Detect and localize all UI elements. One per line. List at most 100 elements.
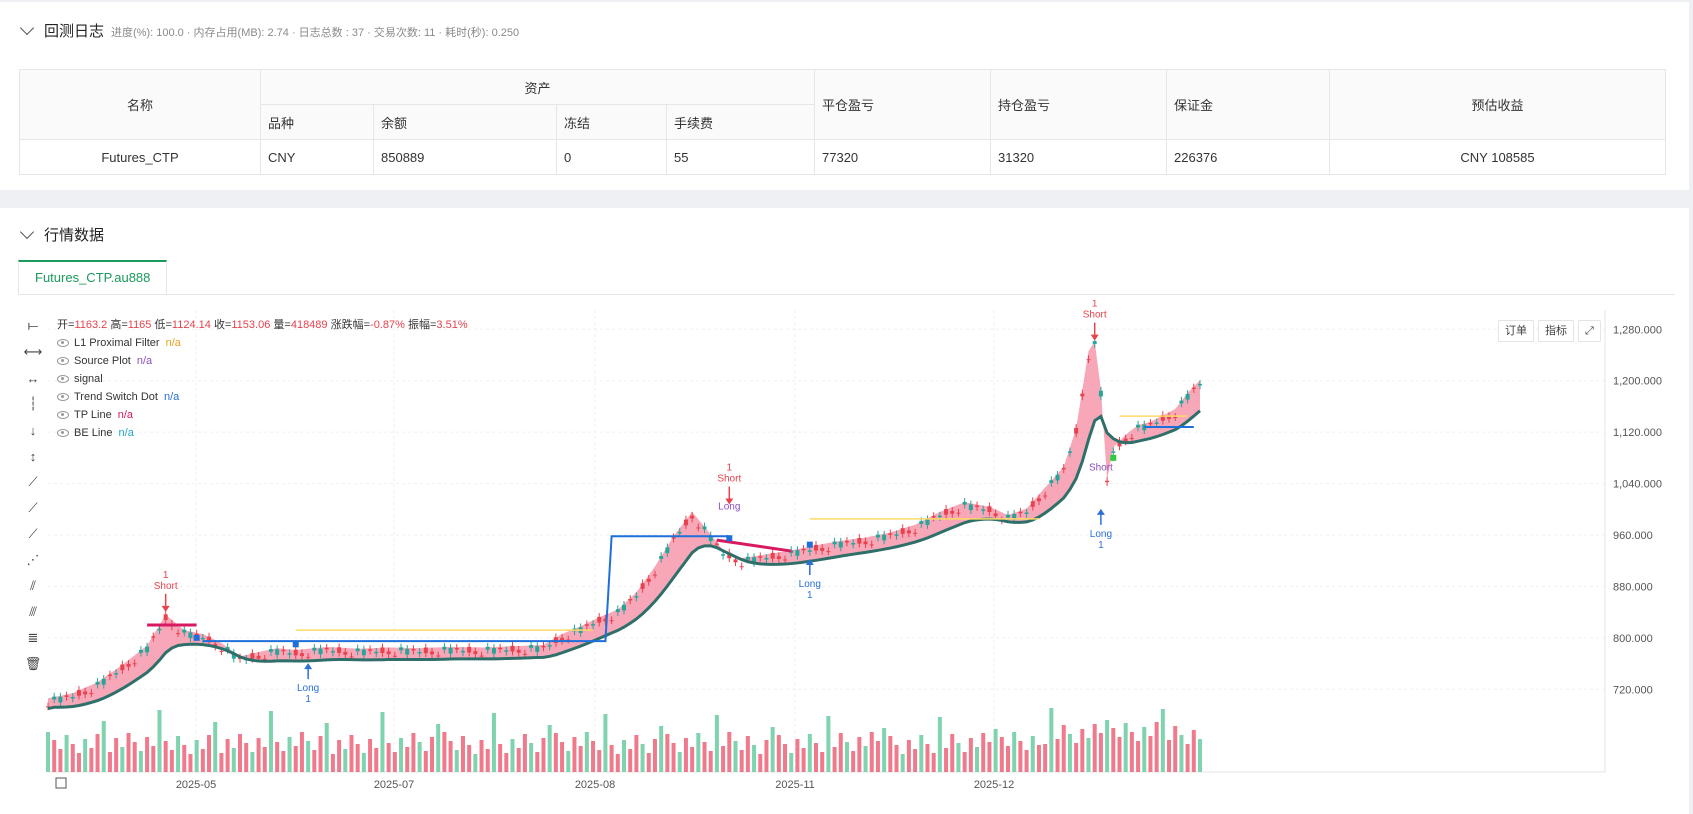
cell-close-pnl: 77320 bbox=[814, 139, 991, 175]
parallel-channel-icon[interactable]: ⫽ bbox=[30, 578, 36, 593]
tab-symbol[interactable]: Futures_CTP.au888 bbox=[18, 260, 168, 294]
volume-bar bbox=[70, 744, 75, 772]
volume-bar bbox=[1160, 709, 1165, 772]
cell-est-profit: CNY 108585 bbox=[1329, 139, 1666, 175]
volume-bar bbox=[863, 746, 868, 772]
volume-bar bbox=[944, 748, 949, 772]
horizontal-ray-icon[interactable]: ⟝ bbox=[27, 318, 39, 333]
calendar-icon[interactable] bbox=[55, 777, 67, 789]
eye-icon[interactable] bbox=[57, 429, 69, 437]
candle-body bbox=[1080, 393, 1085, 397]
candle-body bbox=[560, 637, 565, 641]
volume-bar bbox=[937, 717, 942, 772]
trend-line-icon[interactable]: ⟋ bbox=[28, 474, 38, 489]
pitchfork-icon[interactable]: ⫻ bbox=[29, 604, 37, 619]
candle-body bbox=[504, 650, 509, 652]
cell-fee: 55 bbox=[666, 139, 815, 175]
volume-bar bbox=[975, 747, 980, 772]
legend-item[interactable]: TP Line n/a bbox=[57, 406, 468, 424]
trend-switch-dot bbox=[1110, 454, 1117, 461]
legend-item[interactable]: L1 Proximal Filter n/a bbox=[57, 334, 468, 352]
ray-icon[interactable]: ⟋ bbox=[28, 500, 38, 515]
fib-icon[interactable]: ≣ bbox=[27, 630, 39, 645]
candle-body bbox=[1024, 512, 1029, 514]
volume-bar bbox=[838, 733, 843, 772]
log-header[interactable]: 回测日志 进度(%): 100.0 · 内存占用(MB): 2.74 · 日志总… bbox=[18, 20, 519, 41]
volume-bar bbox=[609, 745, 614, 772]
volume-bar bbox=[114, 738, 119, 772]
legend-item[interactable]: Source Plot n/a bbox=[57, 352, 468, 370]
col-fee: 手续费 bbox=[666, 104, 815, 140]
price-range-icon[interactable]: ⋰ bbox=[26, 552, 40, 567]
candle-body bbox=[690, 515, 695, 519]
volume-bar bbox=[1198, 739, 1202, 772]
candle-body bbox=[801, 548, 806, 551]
volume-bar bbox=[522, 734, 527, 772]
chevron-down-icon[interactable] bbox=[19, 20, 35, 36]
volume-bar bbox=[956, 743, 961, 772]
price-chart[interactable]: 1,280.000 1,200.000 1,120.000 1,040.000 960.… bbox=[0, 300, 1693, 814]
candle-body bbox=[1018, 511, 1023, 514]
volume-bar bbox=[498, 744, 503, 772]
volume-bar bbox=[1142, 727, 1147, 772]
volume-bar bbox=[981, 733, 986, 772]
candle-body bbox=[1074, 427, 1079, 434]
y-tick-label: 1,040.000 bbox=[1613, 479, 1662, 491]
volume-bar bbox=[479, 740, 484, 772]
candle-body bbox=[1148, 422, 1153, 425]
eye-icon[interactable] bbox=[57, 357, 69, 365]
candle-body bbox=[207, 636, 212, 643]
volume-bar bbox=[677, 752, 682, 772]
legend-item[interactable]: BE Line n/a bbox=[57, 424, 468, 442]
candle-body bbox=[838, 541, 843, 548]
candle-body bbox=[491, 648, 496, 654]
chart-legend: 开= 1163.2 高= 1165 低= 1124.14 收= 1153.06 量= 41… bbox=[57, 316, 468, 442]
volume-bar bbox=[238, 734, 242, 772]
eye-icon[interactable] bbox=[57, 393, 69, 401]
vertical-measure-icon[interactable]: ↕ bbox=[29, 448, 37, 464]
volume-bar bbox=[832, 747, 837, 772]
candle-body bbox=[392, 655, 397, 657]
eye-icon[interactable] bbox=[57, 339, 69, 347]
candle-body bbox=[1129, 437, 1134, 439]
candle-body bbox=[894, 534, 899, 536]
candle-body bbox=[597, 616, 602, 623]
eye-icon[interactable] bbox=[57, 411, 69, 419]
volume-bar bbox=[312, 750, 317, 772]
volume-bar bbox=[560, 742, 565, 772]
vertical-line-icon[interactable]: ┆ bbox=[29, 396, 37, 411]
eye-icon[interactable] bbox=[57, 375, 69, 383]
x-tick-label: 2025-08 bbox=[575, 779, 615, 791]
volume-bar bbox=[399, 738, 404, 772]
arrow-down-icon[interactable]: ↓ bbox=[29, 422, 37, 438]
volume-bar bbox=[869, 732, 874, 772]
candle-body bbox=[541, 645, 546, 648]
volume-bar bbox=[126, 733, 131, 772]
candle-body bbox=[132, 663, 137, 665]
col-balance: 余额 bbox=[373, 104, 557, 140]
candle-body bbox=[101, 678, 106, 685]
fullscreen-button[interactable]: ⤢ bbox=[1578, 320, 1601, 342]
volume-bar bbox=[547, 725, 552, 772]
legend-item[interactable]: signal bbox=[57, 370, 468, 388]
chevron-down-icon[interactable] bbox=[19, 224, 35, 240]
legend-item[interactable]: Trend Switch Dot n/a bbox=[57, 388, 468, 406]
volume-bar bbox=[417, 742, 422, 772]
candle-body bbox=[652, 574, 657, 576]
trash-icon[interactable]: 🗑 bbox=[24, 656, 42, 671]
volume-bar bbox=[1036, 745, 1041, 772]
volume-bar bbox=[764, 740, 769, 772]
horizontal-segment-icon[interactable]: ↔ bbox=[26, 370, 40, 386]
horizontal-line-icon[interactable]: ⟷ bbox=[23, 344, 43, 359]
order-button[interactable]: 订单 bbox=[1498, 320, 1534, 342]
extended-line-icon[interactable]: ⟋ bbox=[28, 526, 38, 541]
indicator-button[interactable]: 指标 bbox=[1538, 320, 1574, 342]
candle-body bbox=[114, 673, 119, 675]
volume-bar bbox=[906, 740, 911, 772]
candle-body bbox=[436, 655, 441, 657]
volume-bar bbox=[244, 743, 249, 772]
candle-body bbox=[76, 690, 81, 696]
signal-label: 1 bbox=[1092, 300, 1098, 310]
market-header[interactable]: 行情数据 bbox=[18, 224, 104, 245]
candle-body bbox=[832, 541, 837, 545]
